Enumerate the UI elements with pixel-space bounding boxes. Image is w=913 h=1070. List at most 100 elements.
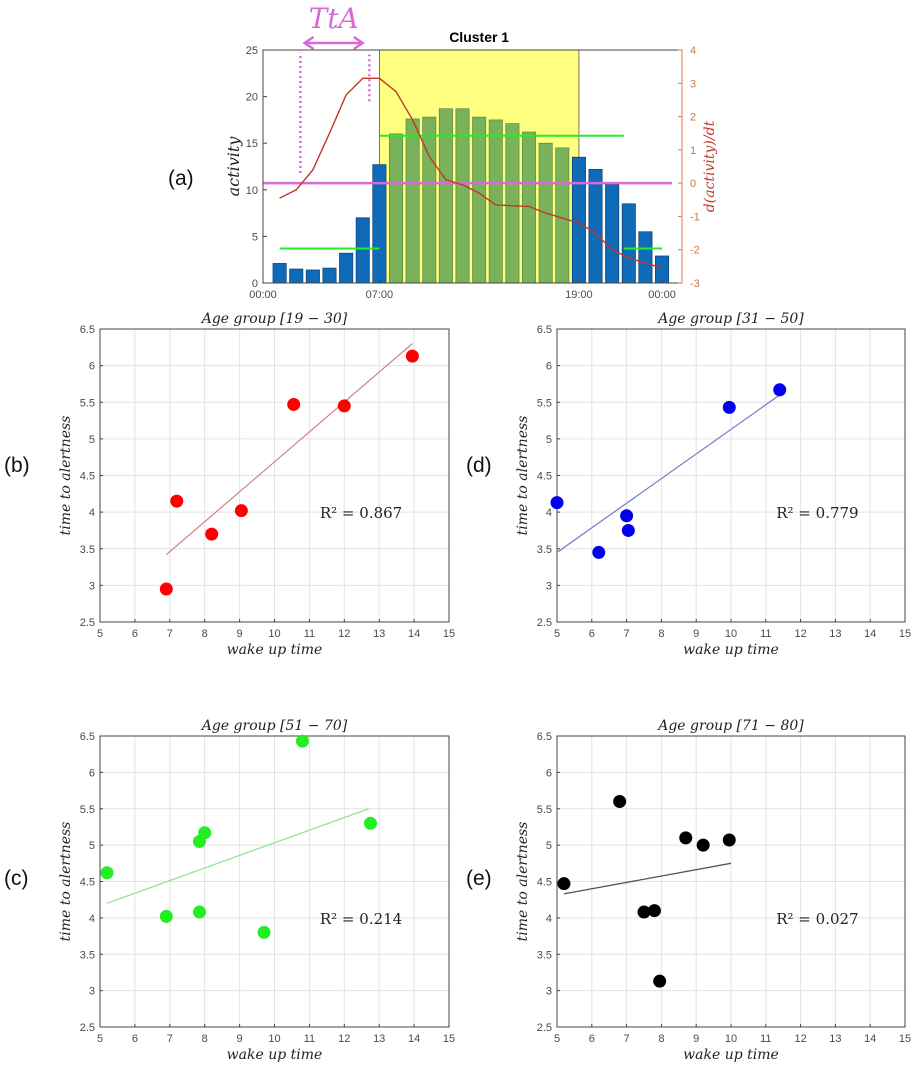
data-point [198,826,212,840]
derivative-line [279,77,663,269]
y-tick-label: 5.5 [537,397,552,409]
activity-bar [588,168,603,284]
r-squared-annotation: R² = 0.027 [776,910,858,928]
panel-label: (b) [4,454,30,477]
x-tick-label: 7 [167,1033,173,1045]
x-tick-label: 7 [624,1033,630,1045]
x-tick-label: 13 [373,1033,385,1045]
y-tick-label: 3 [89,580,95,592]
y-tick-label: 6 [546,361,552,373]
y-tick-label: 4.5 [80,877,95,889]
x-tick-label: 6 [589,628,595,640]
y2-tick-label: 3 [690,78,696,90]
x-tick-label: 9 [237,628,243,640]
activity-bar [339,252,354,284]
x-tick-label: 10 [268,1033,280,1045]
x-tick-label: 11 [304,628,315,640]
data-point [257,925,271,939]
x-tick-label: 12 [794,1033,806,1045]
data-point [592,545,606,559]
data-point [679,831,693,845]
x-tick-label: 13 [373,628,385,640]
x-tick-label: 5 [97,1033,103,1045]
x-tick-label: 5 [97,628,103,640]
panel-label: (e) [466,867,492,890]
activity-bar [322,267,337,284]
x-tick-label: 9 [237,1033,243,1045]
arrow-right-icon [353,35,366,51]
activity-bar [289,268,304,284]
y-tick-label: 4.5 [537,877,552,889]
x-tick-label: 12 [338,1033,350,1045]
y-tick-label: 5 [89,434,95,446]
scatter-chart-b: 5 6 7 8 9 10 11 12 13 14 15 2.5 3 3.5 4 4.5 5 5.5 6 6.5 Age … [58,311,455,658]
y-tick-label: 4 [546,913,552,925]
data-point [613,794,627,808]
regression-line [106,808,369,904]
scatter-chart-d: 5 6 7 8 9 10 11 12 13 14 15 2.5 3 3.5 4 4.5 5 5.5 6 6.5 Age … [515,311,911,658]
data-point [363,816,377,830]
y-tick-label: 3.5 [80,544,95,556]
panel-label: (a) [168,167,194,190]
activity-bar [571,156,586,284]
x-tick-label: 14 [408,628,420,640]
regression-line [556,394,781,553]
y2-tick-label: -1 [690,211,700,223]
data-point [773,383,787,397]
x-tick-label: 10 [725,1033,737,1045]
y-axis-label: time to alertness [58,822,74,942]
x-tick-label: 19:00 [565,289,593,301]
y2-tick-label: 4 [690,45,696,57]
y-tick-label: 15 [246,138,258,150]
y-axis-label: activity [224,136,243,197]
y2-tick-label: 2 [690,112,696,124]
x-axis-label: wake up time [683,1047,779,1063]
panel-label: (c) [4,867,29,890]
y-tick-label: 5 [546,840,552,852]
y-tick-label: 10 [246,185,258,197]
data-point [620,509,634,523]
x-axis-label: wake up time [227,642,323,658]
data-point [205,527,219,541]
data-point [192,905,206,919]
x-tick-label: 5 [554,1033,560,1045]
x-tick-label: 11 [760,1033,771,1045]
x-tick-label: 7 [624,628,630,640]
activity-bar [472,116,487,284]
x-tick-label: 8 [658,1033,664,1045]
r-squared-annotation: R² = 0.779 [776,504,858,522]
regression-line [563,862,732,895]
x-tick-label: 14 [864,628,876,640]
x-tick-label: 6 [589,1033,595,1045]
data-point [647,904,661,918]
data-point [170,494,184,508]
data-point [696,838,710,852]
y-tick-label: 4 [89,507,95,519]
x-tick-label: 9 [693,628,699,640]
x-tick-label: 8 [202,1033,208,1045]
x-tick-label: 10 [725,628,737,640]
y-axis-label: time to alertness [515,416,531,536]
x-tick-label: 11 [760,628,771,640]
chart-title: Age group [31 − 50] [656,311,804,327]
x-tick-label: 15 [899,1033,911,1045]
data-point [557,877,571,891]
x-tick-label: 14 [864,1033,876,1045]
data-point [337,399,351,413]
y-tick-label: 25 [246,45,258,57]
y-axis-label: time to alertness [515,822,531,942]
chart-title: Cluster 1 [449,29,509,45]
x-tick-label: 12 [338,628,350,640]
y-tick-label: 4.5 [537,471,552,483]
y-tick-label: 3 [546,986,552,998]
data-point [100,866,114,880]
activity-bar [555,147,570,284]
data-point [287,397,301,411]
y2-tick-label: -3 [690,278,700,290]
activity-bar [621,203,636,284]
scatter-chart-e: 5 6 7 8 9 10 11 12 13 14 15 2.5 3 3.5 4 4.5 5 5.5 6 6.5 Age … [515,718,911,1063]
y-tick-label: 3 [89,986,95,998]
activity-bar [655,255,670,284]
scatter-chart-c: 5 6 7 8 9 10 11 12 13 14 15 2.5 3 3.5 4 4.5 5 5.5 6 6.5 Age … [58,718,455,1063]
